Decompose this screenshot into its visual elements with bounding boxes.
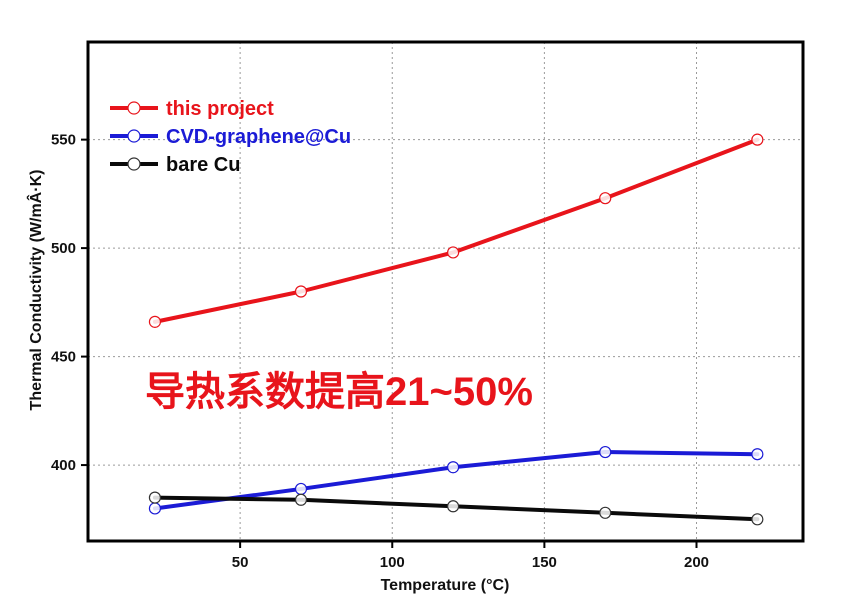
- y-axis-title: Thermal Conductivity (W/mÂ·K): [26, 170, 45, 411]
- x-tick-label: 50: [232, 554, 249, 571]
- legend-marker: [127, 157, 141, 171]
- x-tick-label: 200: [684, 554, 709, 571]
- data-point: [447, 500, 460, 513]
- legend-marker: [127, 101, 141, 115]
- data-point: [599, 192, 612, 205]
- y-tick-label: 550: [51, 132, 76, 149]
- legend-label: CVD-graphene@Cu: [166, 126, 351, 148]
- data-point: [447, 246, 460, 259]
- data-point: [148, 491, 162, 504]
- x-tick-label: 100: [380, 554, 405, 571]
- y-tick-label: 400: [51, 457, 76, 474]
- y-tick-label: 450: [51, 349, 76, 366]
- data-point: [294, 285, 308, 298]
- series-group: [148, 133, 764, 526]
- annotation-text: 导热系数提高21~50%: [145, 370, 533, 414]
- data-point: [148, 315, 162, 328]
- data-point: [751, 133, 764, 146]
- data-point: [294, 482, 308, 496]
- x-tick-label: 150: [532, 554, 557, 571]
- data-point: [294, 493, 308, 506]
- legend-marker: [127, 129, 141, 143]
- data-point: [751, 448, 764, 461]
- x-axis-title: Temperature (°C): [381, 577, 510, 594]
- data-point: [599, 506, 612, 519]
- series-line-0: [152, 137, 760, 324]
- data-point: [751, 513, 764, 526]
- legend-label: bare Cu: [166, 154, 240, 176]
- data-point: [148, 502, 162, 515]
- data-point: [599, 445, 612, 459]
- data-point: [447, 461, 460, 474]
- legend: this project CVD-graphene@Cu bare Cu: [110, 98, 351, 176]
- legend-label: this project: [166, 98, 274, 120]
- plot-frame: [86, 40, 805, 543]
- axis-ticks: 50 100 150 200 400 450 500 550: [51, 132, 709, 571]
- y-tick-label: 500: [51, 240, 76, 257]
